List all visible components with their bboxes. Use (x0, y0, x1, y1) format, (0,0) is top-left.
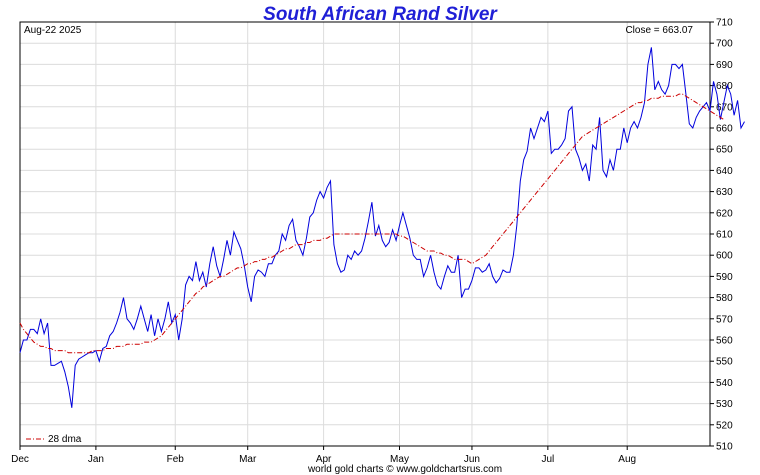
chart-title: South African Rand Silver (263, 4, 498, 25)
legend: 28 dma (26, 434, 82, 445)
series-dma (19, 93, 725, 354)
x-tick-label: Jul (541, 454, 554, 465)
y-tick-label: 610 (716, 230, 733, 241)
y-tick-label: 550 (716, 357, 733, 368)
x-tick-label: Feb (167, 454, 185, 465)
y-tick-label: 590 (716, 272, 733, 283)
y-tick-label: 620 (716, 208, 733, 219)
x-tick-label: Dec (11, 454, 29, 465)
x-tick-label: Aug (618, 454, 636, 465)
y-tick-label: 660 (716, 124, 733, 135)
y-tick-label: 640 (716, 166, 733, 177)
y-tick-label: 510 (716, 442, 733, 453)
x-tick-label: Jan (88, 454, 104, 465)
y-tick-label: 710 (716, 18, 733, 29)
x-tick-label: May (390, 454, 409, 465)
date-label: Aug-22 2025 (24, 25, 82, 36)
y-tick-label: 580 (716, 293, 733, 304)
x-tick-label: Mar (239, 454, 257, 465)
y-tick-label: 700 (716, 39, 733, 50)
x-axis: Dec Jan Feb Mar Apr May Jun Jul Aug (11, 446, 636, 465)
close-label: Close = 663.07 (625, 25, 693, 36)
x-tick-label: Jun (464, 454, 480, 465)
footer-credit: world gold charts © www.goldchartsrus.co… (307, 464, 502, 475)
series-price (19, 47, 745, 408)
y-tick-label: 680 (716, 81, 733, 92)
y-tick-label: 650 (716, 145, 733, 156)
y-tick-label: 630 (716, 187, 733, 198)
legend-dma-label: 28 dma (48, 434, 82, 445)
series-layer (19, 47, 745, 408)
x-tick-label: Apr (316, 454, 332, 465)
y-tick-label: 540 (716, 378, 733, 389)
y-tick-label: 530 (716, 399, 733, 410)
y-tick-label: 600 (716, 251, 733, 262)
y-tick-label: 520 (716, 420, 733, 431)
y-tick-label: 670 (716, 102, 733, 113)
y-axis: 510 520 530 540 550 560 570 580 590 600 610 620 630 6… (710, 18, 733, 453)
y-tick-label: 570 (716, 314, 733, 325)
y-tick-label: 690 (716, 60, 733, 71)
y-tick-label: 560 (716, 336, 733, 347)
